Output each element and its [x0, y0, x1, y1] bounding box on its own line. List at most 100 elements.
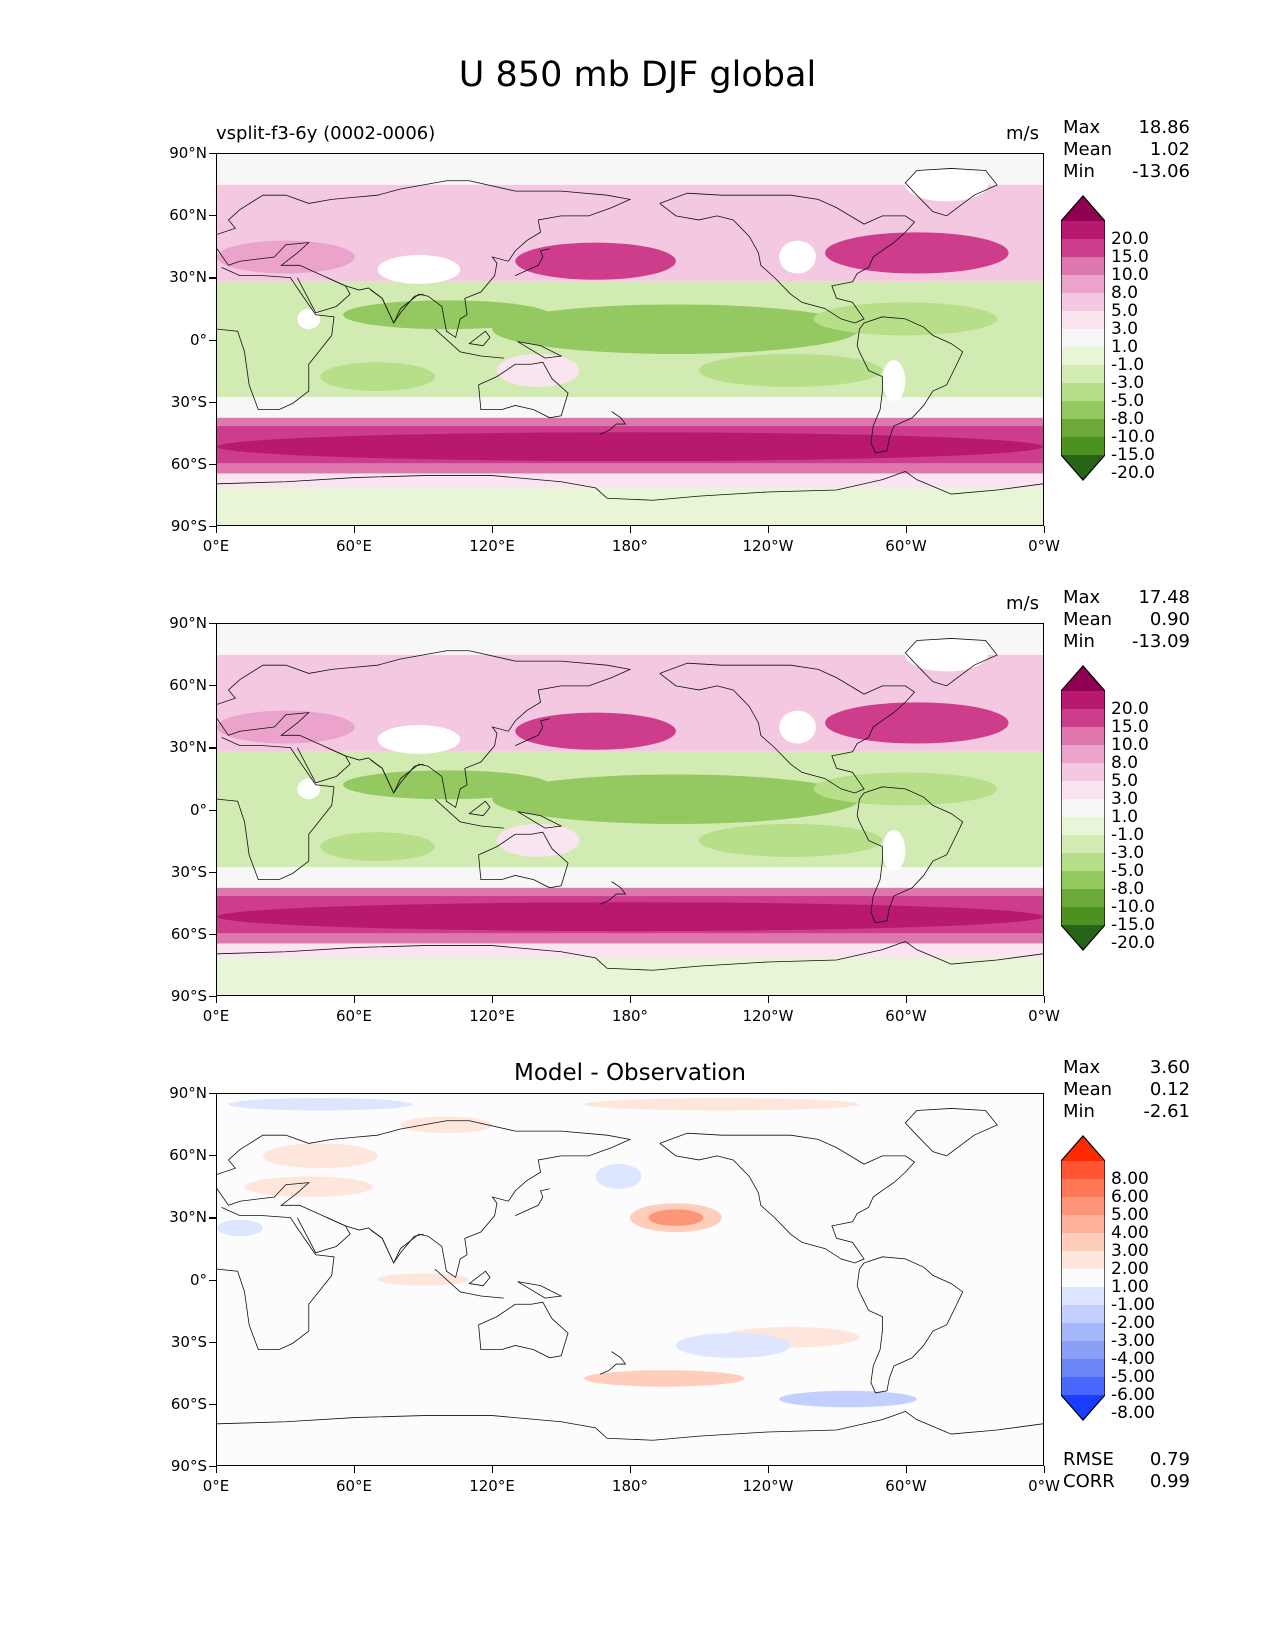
lat-tick-label: 60°N — [169, 676, 207, 695]
colorbar-tick-label: -15.0 — [1111, 445, 1155, 465]
coastline — [659, 1132, 916, 1264]
colorbar-tick-label: 2.00 — [1111, 1259, 1149, 1279]
max-label: Max — [1063, 117, 1101, 138]
diff-positive-arctic — [584, 1098, 860, 1111]
colorbar-bin — [1061, 1287, 1105, 1306]
colorbar: 20.0 15.0 10.0 8.0 5.0 3.0 1.0 -1.0 -3.0 -5.0 -8.0… — [1060, 195, 1155, 485]
lat-tick-label: 90°S — [170, 1457, 207, 1475]
lon-tick-label: 60°E — [335, 537, 373, 555]
coastline — [517, 1281, 563, 1299]
lat-tick-label: 30°N — [169, 1208, 207, 1227]
coastline — [600, 881, 627, 905]
pacific-easterly-core — [492, 774, 860, 824]
colorbar-tick-label: 8.0 — [1111, 283, 1139, 303]
colorbar-extend-max — [1061, 665, 1105, 691]
colorbar-tick-label: 4.00 — [1111, 1223, 1149, 1243]
colorbar-bin — [1061, 709, 1105, 728]
colorbar-tick-label: -20.0 — [1111, 933, 1155, 953]
colorbar-bin — [1061, 1359, 1105, 1378]
colorbar-bin — [1061, 239, 1105, 258]
colorbar-bin — [1061, 691, 1105, 710]
max-label: Max — [1063, 1057, 1101, 1078]
coastline — [217, 940, 1043, 971]
colorbar-bin — [1061, 1341, 1105, 1360]
lat-tick-label: 90°S — [170, 987, 207, 1005]
lon-tick-mark — [630, 526, 632, 533]
mean-value: 1.02 — [1149, 139, 1190, 160]
units-label: m/s — [1006, 123, 1039, 144]
colorbar-tick-label: -5.0 — [1111, 861, 1145, 881]
lon-tick-label: 120°E — [469, 1477, 515, 1495]
colorbar-extend-max — [1061, 195, 1105, 221]
sub-tropics-south — [217, 397, 1043, 418]
coastline — [659, 192, 916, 324]
lon-tick-mark — [906, 526, 908, 533]
lat-tick-mark — [209, 1093, 216, 1095]
colorbar-bin — [1061, 437, 1105, 456]
diff-negative-sp — [675, 1333, 791, 1358]
coastline — [434, 1268, 504, 1299]
antarctic — [217, 487, 1043, 525]
lon-tick-label: 180° — [611, 1007, 649, 1025]
colorbar-bin — [1061, 383, 1105, 402]
lon-tick-mark — [354, 996, 356, 1003]
colorbar-bin — [1061, 817, 1105, 836]
coastline — [515, 248, 550, 277]
coastline — [370, 289, 424, 324]
asian-easterly — [343, 300, 550, 330]
colorbar-tick-label: 20.0 — [1111, 699, 1149, 719]
coastline — [478, 831, 569, 889]
coastline — [600, 1351, 627, 1375]
colorbar-bin — [1061, 1305, 1105, 1324]
min-label: Min — [1063, 631, 1095, 652]
lon-tick-label: 60°E — [335, 1007, 373, 1025]
lat-tick-label: 60°S — [170, 924, 207, 943]
lat-tick-label: 60°S — [170, 1394, 207, 1413]
south-pacific-easterly — [698, 353, 883, 387]
lon-tick-label: 120°W — [742, 1477, 794, 1495]
greenland-mask — [905, 168, 988, 202]
lat-tick-mark — [209, 339, 216, 341]
lon-tick-label: 180° — [611, 537, 649, 555]
atlantic-jet — [825, 232, 1009, 274]
map-plot — [216, 153, 1044, 526]
colorbar-bin — [1061, 401, 1105, 420]
colorbar-graphic — [1060, 665, 1106, 951]
colorbar-tick-label: -3.0 — [1111, 373, 1145, 393]
diff-negative-arctic — [228, 1098, 413, 1111]
rmse-value: 0.79 — [1149, 1449, 1190, 1470]
coastline — [515, 1188, 550, 1217]
lon-tick-mark — [354, 1466, 356, 1473]
lon-tick-mark — [216, 1466, 218, 1473]
antarctic — [217, 957, 1043, 995]
map-plot — [216, 623, 1044, 996]
colorbar-tick-label: 5.00 — [1111, 1205, 1149, 1225]
indian-easterly — [320, 832, 435, 862]
map-plot — [216, 1093, 1044, 1466]
colorbar-bin — [1061, 853, 1105, 872]
min-label: Min — [1063, 161, 1095, 182]
coastline — [517, 341, 563, 359]
atlantic-jet — [825, 702, 1009, 744]
lat-tick-label: 90°N — [169, 144, 207, 162]
colorbar-bin — [1061, 727, 1105, 746]
lon-tick-mark — [630, 996, 632, 1003]
colorbar-tick-label: -10.0 — [1111, 897, 1155, 917]
colorbar-tick-label: -5.0 — [1111, 391, 1145, 411]
colorbar-bin — [1061, 221, 1105, 240]
colorbar-tick-label: -1.0 — [1111, 355, 1145, 375]
panel-title: vsplit-f3-6y (0002-0006) — [216, 123, 436, 144]
rockies-mask — [779, 710, 816, 744]
colorbar-tick-label: -6.00 — [1111, 1385, 1155, 1405]
units-label: m/s — [1006, 593, 1039, 614]
colorbar-tick-label: 5.0 — [1111, 301, 1139, 321]
colorbar-tick-label: 1.0 — [1111, 807, 1139, 827]
colorbar-bin — [1061, 311, 1105, 330]
lon-tick-label: 120°W — [742, 537, 794, 555]
ethiopia-mask — [297, 308, 321, 330]
lon-tick-label: 120°E — [469, 1007, 515, 1025]
coastline — [515, 718, 550, 747]
lon-tick-mark — [1044, 1466, 1046, 1473]
max-value: 3.60 — [1149, 1057, 1190, 1078]
coastline — [217, 180, 632, 339]
